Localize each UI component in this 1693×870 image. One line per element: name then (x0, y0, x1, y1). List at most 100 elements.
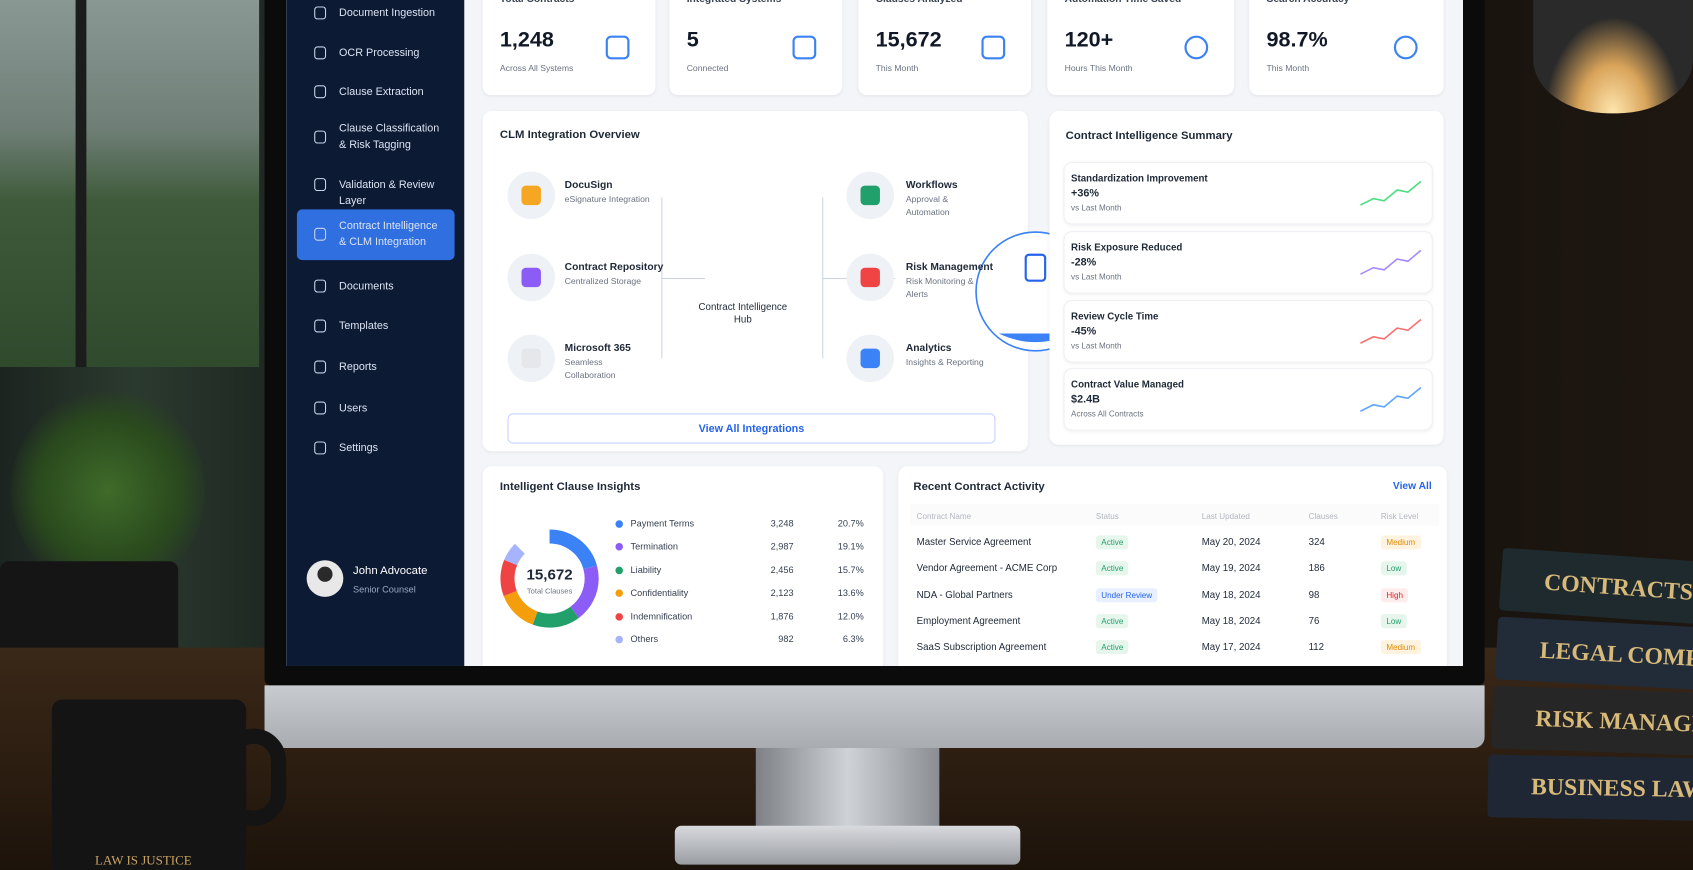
clause-share: 15.7% (837, 564, 864, 576)
user-role: Senior Counsel (353, 583, 416, 595)
nav-item[interactable]: Users (339, 402, 368, 415)
clause-share: 20.7% (837, 518, 864, 529)
integration-icon (521, 348, 541, 369)
clause-count: 3,248 (770, 518, 794, 529)
integration-name: Analytics (905, 342, 952, 355)
status-pill: Active (1095, 614, 1129, 629)
sparkline-line (1360, 386, 1422, 412)
table-cell: 324 (1308, 536, 1325, 548)
clause-count: 1,876 (770, 610, 794, 622)
integration-desc: Risk Monitoring & Alerts (905, 276, 974, 299)
integration-icon (860, 267, 880, 288)
table-cell: May 19, 2024 (1201, 562, 1261, 574)
nav-item[interactable]: Templates (339, 320, 389, 333)
sparkline (1360, 249, 1422, 275)
table-cell: May 18, 2024 (1201, 615, 1261, 627)
nav-active-bg (296, 209, 455, 261)
summary-value: -28% (1071, 256, 1097, 269)
summary-label: Contract Value Managed (1071, 378, 1184, 390)
nav-item[interactable]: Reports (339, 361, 377, 374)
clause-count: 2,987 (770, 540, 794, 552)
sidebar: Document Ingestion OCR Processing Clause E… (286, 0, 465, 666)
clause-total: 15,672 (526, 565, 573, 583)
risk-pill: Medium (1380, 640, 1421, 655)
nav-item[interactable]: Clause Extraction (339, 86, 424, 99)
books: CONTRACTS LEGAL COMPLIANCE RISK MANAGEMENT… (1479, 540, 1693, 870)
stat-label: Automation Time Saved (1065, 0, 1182, 5)
status-pill: Active (1095, 561, 1129, 576)
clause-title: Intelligent Clause Insights (499, 480, 641, 494)
nav-icon (314, 178, 327, 192)
contract-name: SaaS Subscription Agreement (916, 641, 1047, 652)
summary-item (1063, 300, 1433, 363)
nav-icon (314, 6, 327, 20)
stat-value: 15,672 (875, 28, 942, 52)
risk-pill: Low (1380, 561, 1407, 576)
book: CONTRACTS (1498, 547, 1693, 627)
nav-item[interactable]: Document Ingestion (339, 7, 436, 20)
integration-desc: Insights & Reporting (905, 357, 984, 367)
screen: Document Ingestion OCR Processing Clause E… (286, 0, 1463, 666)
stat-icon (981, 35, 1006, 60)
stat-icon (605, 35, 630, 60)
sparkline (1360, 318, 1422, 344)
clause-share: 13.6% (837, 587, 864, 598)
avatar-face (317, 566, 333, 582)
mug: LAW IS JUSTICE (51, 699, 247, 870)
status-pill: Under Review (1095, 588, 1158, 603)
stat-card (858, 0, 1032, 95)
nav-item[interactable]: OCR Processing (339, 47, 420, 60)
stat-label: Search Accuracy (1266, 0, 1349, 5)
monitor-chin (264, 685, 1485, 749)
summary-item (1063, 230, 1433, 294)
clause-name: Payment Terms (630, 518, 695, 529)
book-title: BUSINESS LAW (1530, 772, 1693, 803)
nav-item[interactable]: Documents (339, 280, 394, 293)
sparkline (1360, 386, 1422, 412)
stat-value: 5 (686, 28, 699, 52)
legend-dot (615, 520, 623, 528)
clause-share: 6.3% (842, 633, 864, 645)
table-cell: May 17, 2024 (1201, 641, 1261, 652)
summary-sub: vs Last Month (1071, 272, 1122, 282)
stat-icon (1184, 35, 1209, 60)
summary-sub: vs Last Month (1071, 202, 1122, 213)
summary-value: $2.4B (1071, 393, 1100, 406)
donut-segment (500, 529, 599, 628)
clause-name: Confidentiality (630, 587, 689, 598)
contract-name: Vendor Agreement - ACME Corp (916, 562, 1058, 574)
integration-desc: Approval & Automation (905, 194, 950, 217)
nav-item[interactable]: Settings (339, 442, 379, 455)
view-integrations-button[interactable]: View All Integrations (507, 413, 996, 444)
book-title: CONTRACTS (1543, 567, 1693, 606)
contract-name: NDA - Global Partners (916, 589, 1013, 601)
table-cell: 98 (1308, 589, 1320, 601)
table-header-bg (910, 504, 1440, 526)
book: RISK MANAGEMENT (1491, 685, 1693, 757)
nav-item[interactable]: Validation & Review Layer (339, 179, 435, 208)
book: LEGAL COMPLIANCE (1494, 616, 1693, 692)
stat-label: Clauses Analyzed (876, 0, 963, 5)
clause-count: 2,456 (770, 564, 794, 576)
user-name: John Advocate (353, 564, 428, 578)
table-cell: 186 (1308, 562, 1325, 574)
table-cell: May 20, 2024 (1201, 536, 1261, 548)
book-title: RISK MANAGEMENT (1534, 704, 1693, 740)
book: BUSINESS LAW (1487, 754, 1693, 822)
summary-label: Risk Exposure Reduced (1071, 241, 1183, 253)
nav-item[interactable]: Clause Classification & Risk Tagging (339, 123, 440, 152)
integration-desc: Seamless Collaboration (564, 357, 616, 380)
nav-item[interactable]: Contract Intelligence & CLM Integration (339, 220, 438, 249)
stat-sub: Hours This Month (1064, 63, 1133, 74)
stat-label: Integrated Systems (687, 0, 782, 5)
integration-name: Microsoft 365 (564, 342, 631, 355)
mug-handle (221, 728, 287, 826)
clause-share: 12.0% (837, 610, 864, 622)
table-cell: May 18, 2024 (1201, 589, 1261, 601)
activity-view-all[interactable]: View All (1392, 480, 1432, 493)
stat-sub: This Month (875, 63, 919, 74)
integration-name: Risk Management (905, 261, 994, 274)
sparkline-line (1360, 249, 1422, 275)
contract-name: Employment Agreement (916, 615, 1021, 627)
